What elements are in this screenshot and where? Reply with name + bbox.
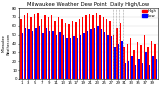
Bar [28,29,30,79]
Bar [127,44,128,79]
Bar [96,13,97,79]
Bar [20,19,22,79]
Bar [83,33,85,79]
Title: Milwaukee Weather Dew Point  Daily High/Low: Milwaukee Weather Dew Point Daily High/L… [28,2,150,7]
Bar [22,33,23,79]
Bar [44,15,46,79]
Bar [156,59,157,79]
Bar [147,47,149,79]
Bar [63,35,64,79]
Bar [133,50,135,79]
Bar [48,17,49,79]
Bar [135,65,136,79]
Bar [121,41,123,79]
Bar [116,28,118,79]
Bar [30,17,32,79]
Bar [99,15,100,79]
Bar [49,31,50,79]
Bar [107,35,109,79]
Y-axis label: Milwaukee
Weather.com: Milwaukee Weather.com [2,32,11,55]
Bar [137,42,138,79]
Bar [46,28,47,79]
Bar [75,22,76,79]
Bar [87,31,88,79]
Bar [89,14,90,79]
Bar [149,65,150,79]
Legend: High, Low: High, Low [141,9,158,18]
Bar [42,33,44,79]
Bar [145,52,147,79]
Bar [103,17,104,79]
Bar [70,38,71,79]
Bar [154,44,156,79]
Bar [56,35,57,79]
Bar [132,56,133,79]
Bar [140,45,142,79]
Bar [32,31,33,79]
Bar [51,15,52,79]
Bar [41,19,42,79]
Bar [65,23,66,79]
Bar [61,19,63,79]
Bar [94,28,95,79]
Bar [52,31,54,79]
Bar [111,36,112,79]
Bar [104,32,105,79]
Bar [152,56,154,79]
Bar [118,44,119,79]
Bar [128,61,129,79]
Bar [138,59,140,79]
Bar [59,32,61,79]
Bar [73,36,75,79]
Bar [39,26,40,79]
Bar [90,29,92,79]
Bar [66,38,68,79]
Bar [85,15,87,79]
Bar [24,15,25,79]
Bar [34,14,35,79]
Bar [25,28,26,79]
Bar [27,13,28,79]
Bar [106,19,107,79]
Bar [54,21,56,79]
Bar [125,63,126,79]
Bar [113,35,114,79]
Bar [35,28,37,79]
Bar [120,23,121,79]
Bar [80,35,81,79]
Bar [97,26,99,79]
Bar [114,47,116,79]
Bar [82,17,83,79]
Bar [130,38,132,79]
Bar [142,63,143,79]
Bar [109,21,111,79]
Bar [79,19,80,79]
Bar [58,17,59,79]
Bar [68,24,70,79]
Bar [92,15,94,79]
Bar [76,38,78,79]
Bar [151,41,152,79]
Bar [100,29,102,79]
Bar [37,13,39,79]
Bar [72,21,73,79]
Bar [123,47,125,79]
Bar [144,35,145,79]
